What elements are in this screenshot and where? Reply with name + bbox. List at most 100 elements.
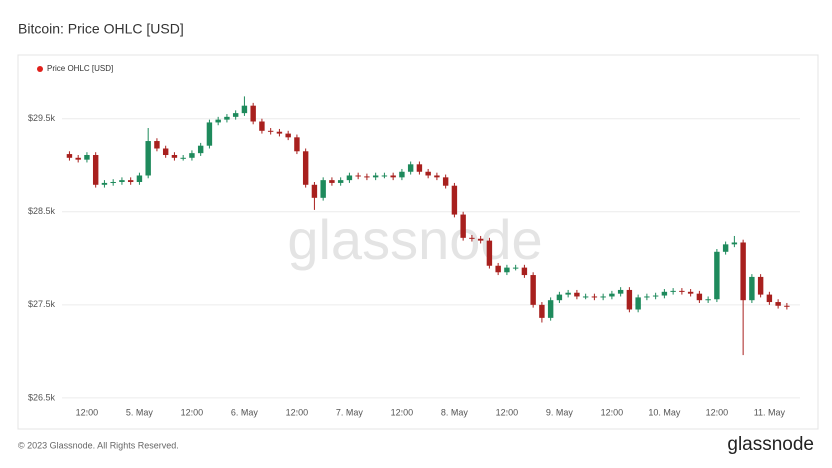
candle-body	[749, 276, 755, 301]
candle-body	[521, 267, 528, 276]
candle-body	[416, 164, 423, 172]
candle-body	[434, 175, 440, 178]
candle-body	[705, 299, 711, 301]
candle-body	[294, 137, 300, 152]
candle-body	[75, 157, 81, 160]
candle-body	[679, 290, 685, 292]
candle-body	[469, 237, 475, 239]
candle-body	[399, 171, 405, 178]
candle-body	[346, 175, 353, 181]
candle-body	[136, 175, 143, 182]
candle-body	[504, 267, 510, 273]
x-tick-label: 9. May	[546, 407, 574, 417]
candle-body	[600, 296, 606, 298]
y-tick-label: $26.5k	[28, 392, 56, 402]
candle-body	[512, 267, 519, 269]
candle-body	[582, 296, 589, 298]
candle-body	[329, 180, 335, 183]
candle-body	[276, 131, 283, 134]
logo: glassnode	[727, 434, 814, 455]
candle-body	[232, 113, 239, 117]
candle-body	[722, 244, 729, 252]
x-tick-label: 7. May	[336, 407, 364, 417]
candle-body	[364, 176, 370, 178]
candle-body	[355, 175, 361, 177]
candle-body	[180, 157, 186, 159]
candle-body	[670, 290, 676, 292]
candle-body	[84, 155, 90, 160]
watermark: glassnode	[287, 208, 542, 271]
candle-body	[154, 141, 160, 149]
candle-body	[127, 180, 134, 182]
candle-body	[162, 148, 169, 156]
candle-body	[372, 175, 379, 178]
x-tick-label: 5. May	[126, 407, 154, 417]
x-tick-label: 12:00	[286, 407, 309, 417]
chart-title: Bitcoin: Price OHLC [USD]	[18, 21, 184, 37]
candle-body	[206, 122, 213, 146]
candle-body	[766, 294, 773, 303]
candle-body	[609, 293, 615, 297]
candle-body	[250, 105, 256, 122]
candle-body	[757, 276, 764, 295]
x-tick-label: 11. May	[754, 407, 786, 417]
x-tick-label: 12:00	[181, 407, 204, 417]
chart-frame	[17, 54, 819, 430]
candle-body	[460, 214, 466, 238]
candle-body	[740, 242, 746, 301]
legend-label: Price OHLC [USD]	[47, 64, 113, 73]
x-tick-label: 12:00	[601, 407, 624, 417]
y-tick-label: $29.5k	[28, 113, 56, 123]
candle-body	[574, 292, 580, 297]
x-tick-label: 12:00	[76, 407, 99, 417]
candle-body	[556, 294, 563, 301]
candle-body	[644, 296, 650, 298]
candle-body	[66, 154, 73, 158]
x-tick-label: 10. May	[648, 407, 681, 417]
candle-body	[337, 180, 344, 183]
candle-body	[442, 177, 449, 186]
candle-body	[477, 238, 484, 241]
candle-body	[539, 304, 545, 318]
candle-body	[259, 121, 265, 131]
candle-body	[687, 291, 694, 294]
candle-body	[101, 182, 108, 185]
candle-body	[696, 293, 703, 301]
footer: © 2023 Glassnode. All Rights Reserved.	[18, 440, 179, 450]
candle-body	[92, 155, 99, 185]
candle-body	[407, 164, 414, 172]
candle-body	[197, 145, 204, 154]
candle-body	[267, 130, 274, 132]
candle-body	[495, 265, 501, 273]
candle-body	[241, 105, 248, 114]
candle-body	[530, 275, 536, 305]
y-tick-label: $27.5k	[28, 299, 56, 309]
candle-body	[565, 292, 571, 295]
candle-body	[171, 155, 178, 158]
candle-body	[486, 240, 493, 266]
candle-body	[451, 185, 458, 215]
x-tick-label: 12:00	[391, 407, 414, 417]
x-tick-label: 8. May	[441, 407, 469, 417]
candle-body	[302, 151, 309, 185]
candle-body	[784, 305, 790, 307]
candle-body	[215, 119, 221, 123]
candle-body	[547, 300, 554, 318]
candle-body	[661, 291, 668, 296]
candle-body	[390, 175, 396, 178]
x-tick-label: 12:00	[706, 407, 729, 417]
x-tick-label: 6. May	[231, 407, 259, 417]
candle-body	[381, 175, 388, 177]
candle-body	[626, 289, 633, 310]
candle-body	[311, 184, 318, 198]
candle-body	[714, 251, 720, 300]
x-tick-label: 12:00	[496, 407, 519, 417]
candle-body	[731, 242, 738, 245]
candle-body	[224, 116, 230, 120]
candle-body	[189, 153, 195, 158]
legend-swatch	[37, 66, 43, 72]
candle-body	[119, 180, 125, 182]
candle-body	[425, 171, 431, 176]
candle-body	[635, 297, 641, 310]
